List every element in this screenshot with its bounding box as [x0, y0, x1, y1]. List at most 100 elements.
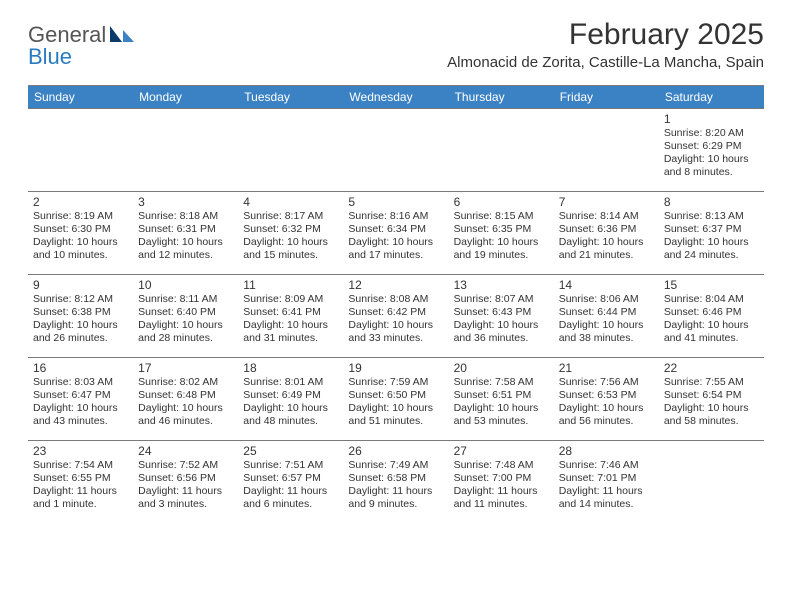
- sunrise-text: Sunrise: 8:16 AM: [348, 210, 443, 223]
- calendar: Sunday Monday Tuesday Wednesday Thursday…: [28, 85, 764, 523]
- sunset-text: Sunset: 6:41 PM: [243, 306, 338, 319]
- sunset-text: Sunset: 6:30 PM: [33, 223, 128, 236]
- day-number: 25: [243, 444, 338, 458]
- sunset-text: Sunset: 7:01 PM: [559, 472, 654, 485]
- day-number: 3: [138, 195, 233, 209]
- sunrise-text: Sunrise: 8:13 AM: [664, 210, 759, 223]
- sunset-text: Sunset: 6:57 PM: [243, 472, 338, 485]
- calendar-cell: 24Sunrise: 7:52 AMSunset: 6:56 PMDayligh…: [133, 441, 238, 523]
- calendar-cell: 28Sunrise: 7:46 AMSunset: 7:01 PMDayligh…: [554, 441, 659, 523]
- daylight-text: Daylight: 10 hours and 31 minutes.: [243, 319, 338, 345]
- day-number: 1: [664, 112, 759, 126]
- sunset-text: Sunset: 6:46 PM: [664, 306, 759, 319]
- sunset-text: Sunset: 6:56 PM: [138, 472, 233, 485]
- calendar-cell: 17Sunrise: 8:02 AMSunset: 6:48 PMDayligh…: [133, 358, 238, 440]
- logo-sail-icon: [108, 24, 136, 44]
- day-number: 27: [454, 444, 549, 458]
- calendar-cell: 27Sunrise: 7:48 AMSunset: 7:00 PMDayligh…: [449, 441, 554, 523]
- sunset-text: Sunset: 6:38 PM: [33, 306, 128, 319]
- dayname: Monday: [133, 86, 238, 108]
- sunset-text: Sunset: 6:42 PM: [348, 306, 443, 319]
- daylight-text: Daylight: 10 hours and 53 minutes.: [454, 402, 549, 428]
- daylight-text: Daylight: 10 hours and 38 minutes.: [559, 319, 654, 345]
- calendar-cell: 23Sunrise: 7:54 AMSunset: 6:55 PMDayligh…: [28, 441, 133, 523]
- calendar-cell: [554, 109, 659, 191]
- calendar-cell: 15Sunrise: 8:04 AMSunset: 6:46 PMDayligh…: [659, 275, 764, 357]
- day-number: 22: [664, 361, 759, 375]
- daylight-text: Daylight: 11 hours and 14 minutes.: [559, 485, 654, 511]
- sunrise-text: Sunrise: 8:18 AM: [138, 210, 233, 223]
- sunset-text: Sunset: 6:48 PM: [138, 389, 233, 402]
- sunset-text: Sunset: 6:55 PM: [33, 472, 128, 485]
- sunrise-text: Sunrise: 8:01 AM: [243, 376, 338, 389]
- location: Almonacid de Zorita, Castille-La Mancha,…: [447, 54, 764, 71]
- daylight-text: Daylight: 10 hours and 21 minutes.: [559, 236, 654, 262]
- calendar-cell: [28, 109, 133, 191]
- sunrise-text: Sunrise: 8:15 AM: [454, 210, 549, 223]
- daylight-text: Daylight: 10 hours and 43 minutes.: [33, 402, 128, 428]
- dayname: Thursday: [449, 86, 554, 108]
- sunrise-text: Sunrise: 7:52 AM: [138, 459, 233, 472]
- sunrise-text: Sunrise: 7:51 AM: [243, 459, 338, 472]
- sunset-text: Sunset: 6:34 PM: [348, 223, 443, 236]
- sunrise-text: Sunrise: 8:03 AM: [33, 376, 128, 389]
- sunset-text: Sunset: 6:32 PM: [243, 223, 338, 236]
- daylight-text: Daylight: 10 hours and 10 minutes.: [33, 236, 128, 262]
- calendar-cell: 11Sunrise: 8:09 AMSunset: 6:41 PMDayligh…: [238, 275, 343, 357]
- calendar-cell: 19Sunrise: 7:59 AMSunset: 6:50 PMDayligh…: [343, 358, 448, 440]
- dayname: Saturday: [659, 86, 764, 108]
- day-number: 26: [348, 444, 443, 458]
- sunset-text: Sunset: 6:35 PM: [454, 223, 549, 236]
- sunset-text: Sunset: 7:00 PM: [454, 472, 549, 485]
- daylight-text: Daylight: 10 hours and 26 minutes.: [33, 319, 128, 345]
- day-number: 10: [138, 278, 233, 292]
- daylight-text: Daylight: 11 hours and 9 minutes.: [348, 485, 443, 511]
- sunset-text: Sunset: 6:47 PM: [33, 389, 128, 402]
- day-number: 17: [138, 361, 233, 375]
- calendar-cell: 12Sunrise: 8:08 AMSunset: 6:42 PMDayligh…: [343, 275, 448, 357]
- day-number: 28: [559, 444, 654, 458]
- calendar-cell: 20Sunrise: 7:58 AMSunset: 6:51 PMDayligh…: [449, 358, 554, 440]
- daylight-text: Daylight: 10 hours and 12 minutes.: [138, 236, 233, 262]
- day-number: 5: [348, 195, 443, 209]
- day-number: 23: [33, 444, 128, 458]
- day-number: 16: [33, 361, 128, 375]
- daylight-text: Daylight: 10 hours and 41 minutes.: [664, 319, 759, 345]
- sunrise-text: Sunrise: 7:49 AM: [348, 459, 443, 472]
- weeks-container: 1Sunrise: 8:20 AMSunset: 6:29 PMDaylight…: [28, 108, 764, 523]
- week-row: 2Sunrise: 8:19 AMSunset: 6:30 PMDaylight…: [28, 191, 764, 274]
- sunset-text: Sunset: 6:54 PM: [664, 389, 759, 402]
- sunset-text: Sunset: 6:49 PM: [243, 389, 338, 402]
- day-number: 18: [243, 361, 338, 375]
- sunrise-text: Sunrise: 8:02 AM: [138, 376, 233, 389]
- sunrise-text: Sunrise: 7:54 AM: [33, 459, 128, 472]
- sunrise-text: Sunrise: 8:07 AM: [454, 293, 549, 306]
- sunrise-text: Sunrise: 7:48 AM: [454, 459, 549, 472]
- dayname: Wednesday: [343, 86, 448, 108]
- sunrise-text: Sunrise: 8:06 AM: [559, 293, 654, 306]
- week-row: 23Sunrise: 7:54 AMSunset: 6:55 PM Dayligh…: [28, 440, 764, 523]
- calendar-cell: 13Sunrise: 8:07 AMSunset: 6:43 PMDayligh…: [449, 275, 554, 357]
- sunset-text: Sunset: 6:43 PM: [454, 306, 549, 319]
- day-number: 14: [559, 278, 654, 292]
- sunrise-text: Sunrise: 7:58 AM: [454, 376, 549, 389]
- day-number: 20: [454, 361, 549, 375]
- dayname: Tuesday: [238, 86, 343, 108]
- day-number: 21: [559, 361, 654, 375]
- sunset-text: Sunset: 6:29 PM: [664, 140, 759, 153]
- calendar-cell: 21Sunrise: 7:56 AMSunset: 6:53 PMDayligh…: [554, 358, 659, 440]
- calendar-cell: 4Sunrise: 8:17 AMSunset: 6:32 PMDaylight…: [238, 192, 343, 274]
- calendar-cell: 7Sunrise: 8:14 AMSunset: 6:36 PMDaylight…: [554, 192, 659, 274]
- day-number: 2: [33, 195, 128, 209]
- day-number: 12: [348, 278, 443, 292]
- brand-part2-wrap: Blue: [28, 44, 72, 70]
- sunset-text: Sunset: 6:50 PM: [348, 389, 443, 402]
- sunset-text: Sunset: 6:37 PM: [664, 223, 759, 236]
- sunset-text: Sunset: 6:51 PM: [454, 389, 549, 402]
- day-number: 7: [559, 195, 654, 209]
- sunrise-text: Sunrise: 7:55 AM: [664, 376, 759, 389]
- daylight-text: Daylight: 10 hours and 46 minutes.: [138, 402, 233, 428]
- sunset-text: Sunset: 6:40 PM: [138, 306, 233, 319]
- calendar-cell: 22Sunrise: 7:55 AMSunset: 6:54 PMDayligh…: [659, 358, 764, 440]
- day-number: 24: [138, 444, 233, 458]
